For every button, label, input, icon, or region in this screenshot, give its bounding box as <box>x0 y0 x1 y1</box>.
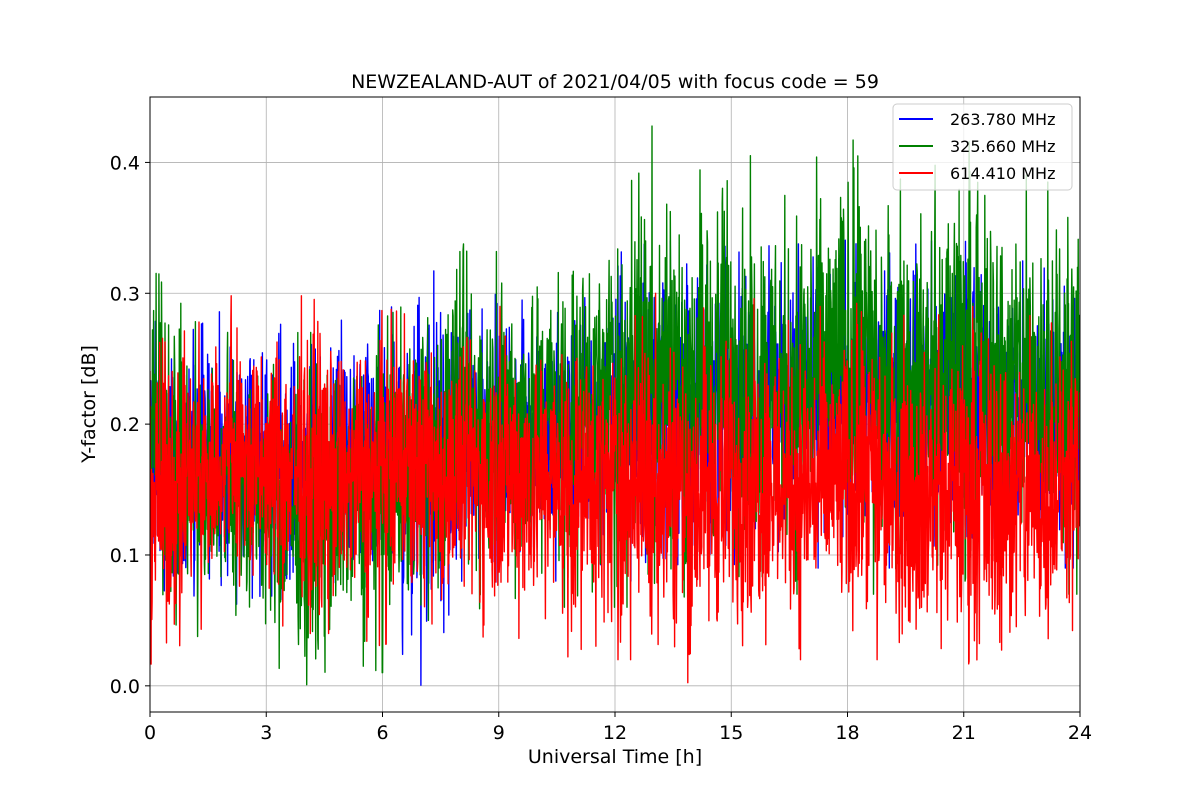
x-tick-label: 9 <box>493 722 505 744</box>
x-tick-label: 24 <box>1068 722 1092 744</box>
y-axis: 0.0 0.1 0.2 0.3 0.4 <box>110 152 150 698</box>
x-tick-label: 18 <box>835 722 859 744</box>
y-tick-label: 0.3 <box>110 283 140 305</box>
legend-entry: 263.780 MHz <box>950 110 1055 129</box>
legend: 263.780 MHz 325.660 MHz 614.410 MHz <box>892 103 1073 191</box>
x-tick-label: 12 <box>603 722 627 744</box>
y-tick-label: 0.0 <box>110 676 140 698</box>
series-line-3 <box>150 292 1080 684</box>
x-tick-label: 15 <box>719 722 743 744</box>
chart-title: NEWZEALAND-AUT of 2021/04/05 with focus … <box>351 71 879 93</box>
legend-entry: 614.410 MHz <box>950 164 1055 183</box>
y-tick-label: 0.4 <box>110 152 140 174</box>
legend-entry: 325.660 MHz <box>950 137 1055 156</box>
x-axis-label: Universal Time [h] <box>528 746 702 768</box>
y-tick-label: 0.2 <box>110 414 140 436</box>
x-tick-label: 3 <box>260 722 272 744</box>
y-axis-label: Y-factor [dB] <box>78 345 100 464</box>
plot-area <box>150 125 1080 686</box>
x-axis: 0 3 6 9 12 15 18 21 24 <box>144 712 1092 744</box>
legend-box <box>892 103 1073 191</box>
y-tick-label: 0.1 <box>110 545 140 567</box>
x-tick-label: 6 <box>376 722 388 744</box>
x-tick-label: 21 <box>952 722 976 744</box>
x-tick-label: 0 <box>144 722 156 744</box>
